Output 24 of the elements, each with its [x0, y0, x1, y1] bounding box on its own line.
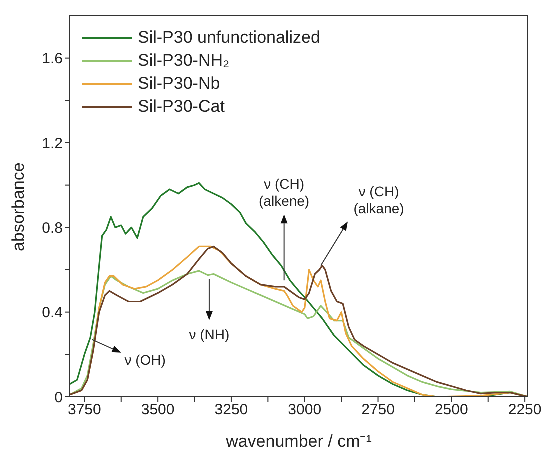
x-tick-label: 2750	[362, 402, 395, 419]
legend-label: Sil-P30-Cat	[138, 96, 225, 118]
line-series	[70, 246, 528, 397]
x-tick-label: 3500	[141, 402, 175, 419]
y-tick-label: 0.8	[42, 220, 63, 237]
legend-label: Sil-P30-Nb	[138, 73, 220, 95]
y-tick-label: 1.2	[42, 135, 63, 152]
x-tick-label: 3000	[288, 402, 322, 419]
y-tick-label: 0	[54, 389, 63, 406]
annotation: ν (NH)	[189, 326, 230, 342]
legend-label: Sil-P30-NH₂	[138, 50, 230, 72]
x-tick-label: 2250	[508, 402, 542, 419]
x-tick-label: 3750	[68, 402, 102, 419]
y-tick-label: 1.6	[42, 50, 63, 68]
y-axis-title: absorbance	[9, 162, 28, 252]
x-tick-label: 2500	[434, 402, 468, 419]
y-tick-label: 0.4	[42, 304, 63, 322]
x-tick-label: 3250	[214, 402, 248, 419]
x-axis-title: wavenumber / cm⁻¹	[225, 432, 372, 451]
line-series	[70, 270, 528, 397]
legend-label: Sil-P30 unfunctionalized	[138, 27, 320, 49]
annotation: ν (OH)	[124, 352, 166, 368]
annotation: ν (CH) (alkane)	[354, 183, 404, 216]
annotation: ν (CH) (alkene)	[259, 176, 310, 210]
